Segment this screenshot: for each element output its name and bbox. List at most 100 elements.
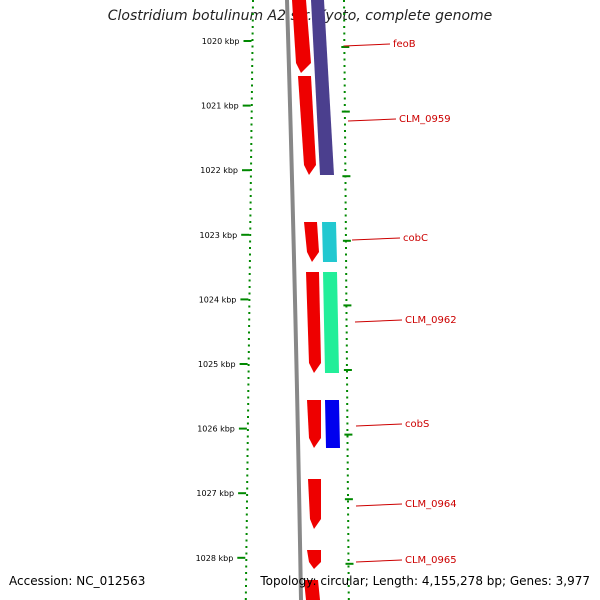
ruler-dot-right (345, 247, 347, 249)
ruler-tick (239, 363, 248, 365)
ruler-dot-left (246, 435, 249, 438)
gene-label-cobC[interactable]: cobC (403, 233, 428, 244)
ruler-dot-left (246, 468, 249, 470)
cds-feature[interactable] (304, 222, 319, 262)
ruler-dot-right (345, 351, 348, 353)
ruler-dot-right (347, 526, 350, 529)
cds-feature[interactable] (306, 272, 321, 373)
ruler-dot-right (345, 364, 348, 366)
ruler-tick (242, 104, 251, 107)
cds-feature[interactable] (292, 0, 311, 73)
ruler-dot-left (245, 533, 248, 535)
ruler-dot-left (246, 474, 249, 477)
ruler-dot-left (246, 481, 249, 483)
ruler-dot-left (248, 260, 251, 262)
ruler-dot-left (247, 351, 250, 353)
ruler-dot-left (249, 188, 252, 191)
cds-feature[interactable] (307, 550, 321, 569)
ruler-dot-right (346, 468, 349, 470)
feature-cobC-block[interactable] (322, 222, 337, 262)
ruler-dot-right (343, 39, 346, 41)
gene-label-feoB[interactable]: feoB (393, 39, 416, 50)
ruler-tick-label: 1023 kbp (199, 231, 237, 240)
ruler-dot-left (251, 78, 254, 80)
ruler-dot-right (347, 520, 350, 522)
ruler-dot-right (347, 507, 350, 509)
ruler-dot-right (344, 162, 347, 165)
ruler-dot-right (344, 195, 347, 197)
ruler-tick (237, 556, 246, 559)
ruler-dot-right (343, 26, 346, 28)
ruler-dot-left (247, 390, 250, 392)
ruler-dot-left (250, 149, 253, 152)
gene-label-CLM_0965[interactable]: CLM_0965 (405, 555, 457, 566)
cds-feature[interactable] (307, 400, 321, 448)
ruler-dot-right (346, 474, 349, 477)
ruler-dot-right (344, 130, 346, 132)
ruler-dot-right (345, 305, 348, 308)
ruler-dot-left (248, 331, 250, 334)
ruler-tick-right (341, 46, 350, 48)
ruler-dot-right (343, 117, 346, 119)
ruler-dot-left (247, 370, 250, 373)
ruler-dot-right (344, 136, 347, 139)
ruler-dot-right (345, 253, 347, 256)
feature-feoB-block[interactable] (311, 0, 334, 175)
ruler-dot-left (250, 130, 253, 132)
ruler-dot-left (248, 299, 251, 301)
ruler-dot-left (245, 526, 248, 529)
ruler-dot-left (250, 143, 253, 145)
ruler-dot-right (343, 91, 346, 93)
ruler-dot-left (245, 578, 248, 581)
ruler-dot-left (250, 97, 253, 100)
ruler-dot-left (248, 312, 251, 314)
ruler-dot-right (345, 312, 348, 314)
ruler-dot-right (343, 13, 346, 15)
ruler-dot-left (249, 234, 252, 236)
ruler-dot-left (244, 591, 247, 594)
ruler-dot-left (248, 266, 251, 269)
cds-feature[interactable] (304, 580, 320, 600)
cds-feature[interactable] (298, 76, 316, 175)
feature-CLM_0962-block[interactable] (323, 272, 339, 373)
ruler-dot-left (249, 201, 252, 204)
gene-leader-line (354, 319, 403, 323)
ruler-dot-right (343, 65, 346, 67)
ruler-dot-left (246, 455, 249, 457)
ruler-dot-left (249, 214, 252, 217)
ruler-dot-left (251, 65, 254, 67)
ruler-dot-left (251, 13, 254, 15)
ruler-dot-right (347, 513, 350, 516)
ruler-ticks: 1020 kbp 1021 kbp 1022 kbp 1023 kbp 1024 kbp… (196, 37, 354, 565)
ruler-dot-left (246, 500, 248, 503)
ruler-dot-left (244, 598, 247, 600)
ruler-dot-left (248, 318, 251, 321)
ruler-dot-left (247, 344, 250, 347)
gene-leader-line (355, 423, 403, 427)
ruler-tick-label: 1026 kbp (197, 425, 235, 434)
ruler-dot-left (251, 19, 254, 22)
ruler-dot-right (344, 201, 347, 204)
ruler-dot-left (250, 169, 252, 171)
ruler-dot-left (249, 240, 252, 243)
gene-label-CLM_0964[interactable]: CLM_0964 (405, 499, 457, 510)
ruler-dot-right (346, 383, 349, 386)
ruler-dot-left (246, 487, 249, 490)
ruler-dot-left (245, 572, 248, 574)
gene-label-CLM_0959[interactable]: CLM_0959 (399, 114, 451, 125)
ruler-dot-left (251, 52, 254, 54)
gene-label-cobS[interactable]: cobS (405, 419, 429, 430)
gene-label-CLM_0962[interactable]: CLM_0962 (405, 315, 457, 326)
ruler-dot-right (344, 123, 346, 126)
cds-feature[interactable] (308, 479, 321, 529)
ruler-dot-left (248, 273, 251, 275)
ruler-dot-left (250, 136, 253, 139)
ruler-dot-left (250, 162, 253, 165)
feature-cobS-block[interactable] (325, 400, 340, 448)
ruler-dot-left (245, 520, 248, 522)
ruler-dot-right (347, 591, 350, 594)
ruler-dot-right (343, 71, 346, 74)
ruler-dot-left (250, 104, 253, 106)
ruler-tick-label: 1028 kbp (196, 554, 234, 563)
ruler-dot-right (345, 279, 348, 282)
